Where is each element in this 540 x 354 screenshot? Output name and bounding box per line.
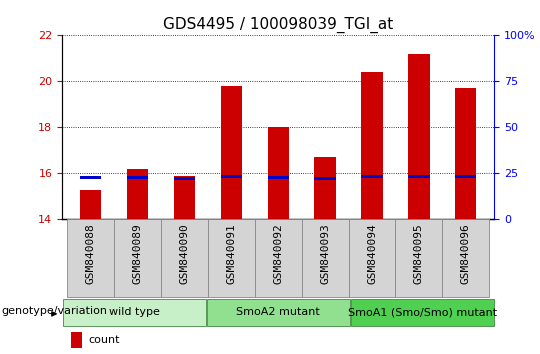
Text: wild type: wild type (109, 307, 159, 318)
Bar (361, 175, 382, 178)
Text: GSM840096: GSM840096 (461, 223, 471, 284)
Text: GSM840094: GSM840094 (367, 223, 377, 284)
Bar (455, 175, 476, 178)
Bar (127, 176, 148, 178)
Bar (314, 177, 336, 180)
Bar (71, 332, 82, 348)
Bar (220, 86, 242, 219)
Bar (350, 298, 494, 326)
Text: SmoA1 (Smo/Smo) mutant: SmoA1 (Smo/Smo) mutant (348, 307, 497, 318)
Bar (127, 169, 148, 219)
Bar (63, 298, 206, 326)
Text: SmoA2 mutant: SmoA2 mutant (236, 307, 320, 318)
Text: GSM840091: GSM840091 (226, 223, 236, 284)
Bar (114, 219, 161, 297)
Bar (442, 219, 489, 297)
Bar (408, 175, 429, 178)
Bar (80, 176, 101, 179)
Bar (80, 189, 101, 219)
Bar (361, 72, 382, 219)
Bar (348, 219, 395, 297)
Bar (161, 219, 208, 297)
Text: count: count (88, 335, 119, 345)
Text: GSM840089: GSM840089 (132, 223, 142, 284)
Text: GSM840090: GSM840090 (179, 223, 189, 284)
Bar (267, 176, 289, 179)
Bar (174, 176, 195, 219)
Bar (67, 219, 114, 297)
Bar (314, 157, 336, 219)
Bar (408, 54, 429, 219)
Bar (174, 177, 195, 180)
Text: GSM840093: GSM840093 (320, 223, 330, 284)
Bar (267, 127, 289, 219)
Bar (208, 219, 255, 297)
Bar (301, 219, 348, 297)
Bar (207, 298, 349, 326)
Text: GSM840088: GSM840088 (85, 223, 95, 284)
Text: GSM840092: GSM840092 (273, 223, 283, 284)
Bar (455, 88, 476, 219)
Bar (395, 219, 442, 297)
Text: genotype/variation: genotype/variation (1, 306, 107, 316)
Bar (255, 219, 301, 297)
Title: GDS4495 / 100098039_TGI_at: GDS4495 / 100098039_TGI_at (163, 16, 393, 33)
Text: GSM840095: GSM840095 (414, 223, 424, 284)
Bar (220, 175, 242, 178)
